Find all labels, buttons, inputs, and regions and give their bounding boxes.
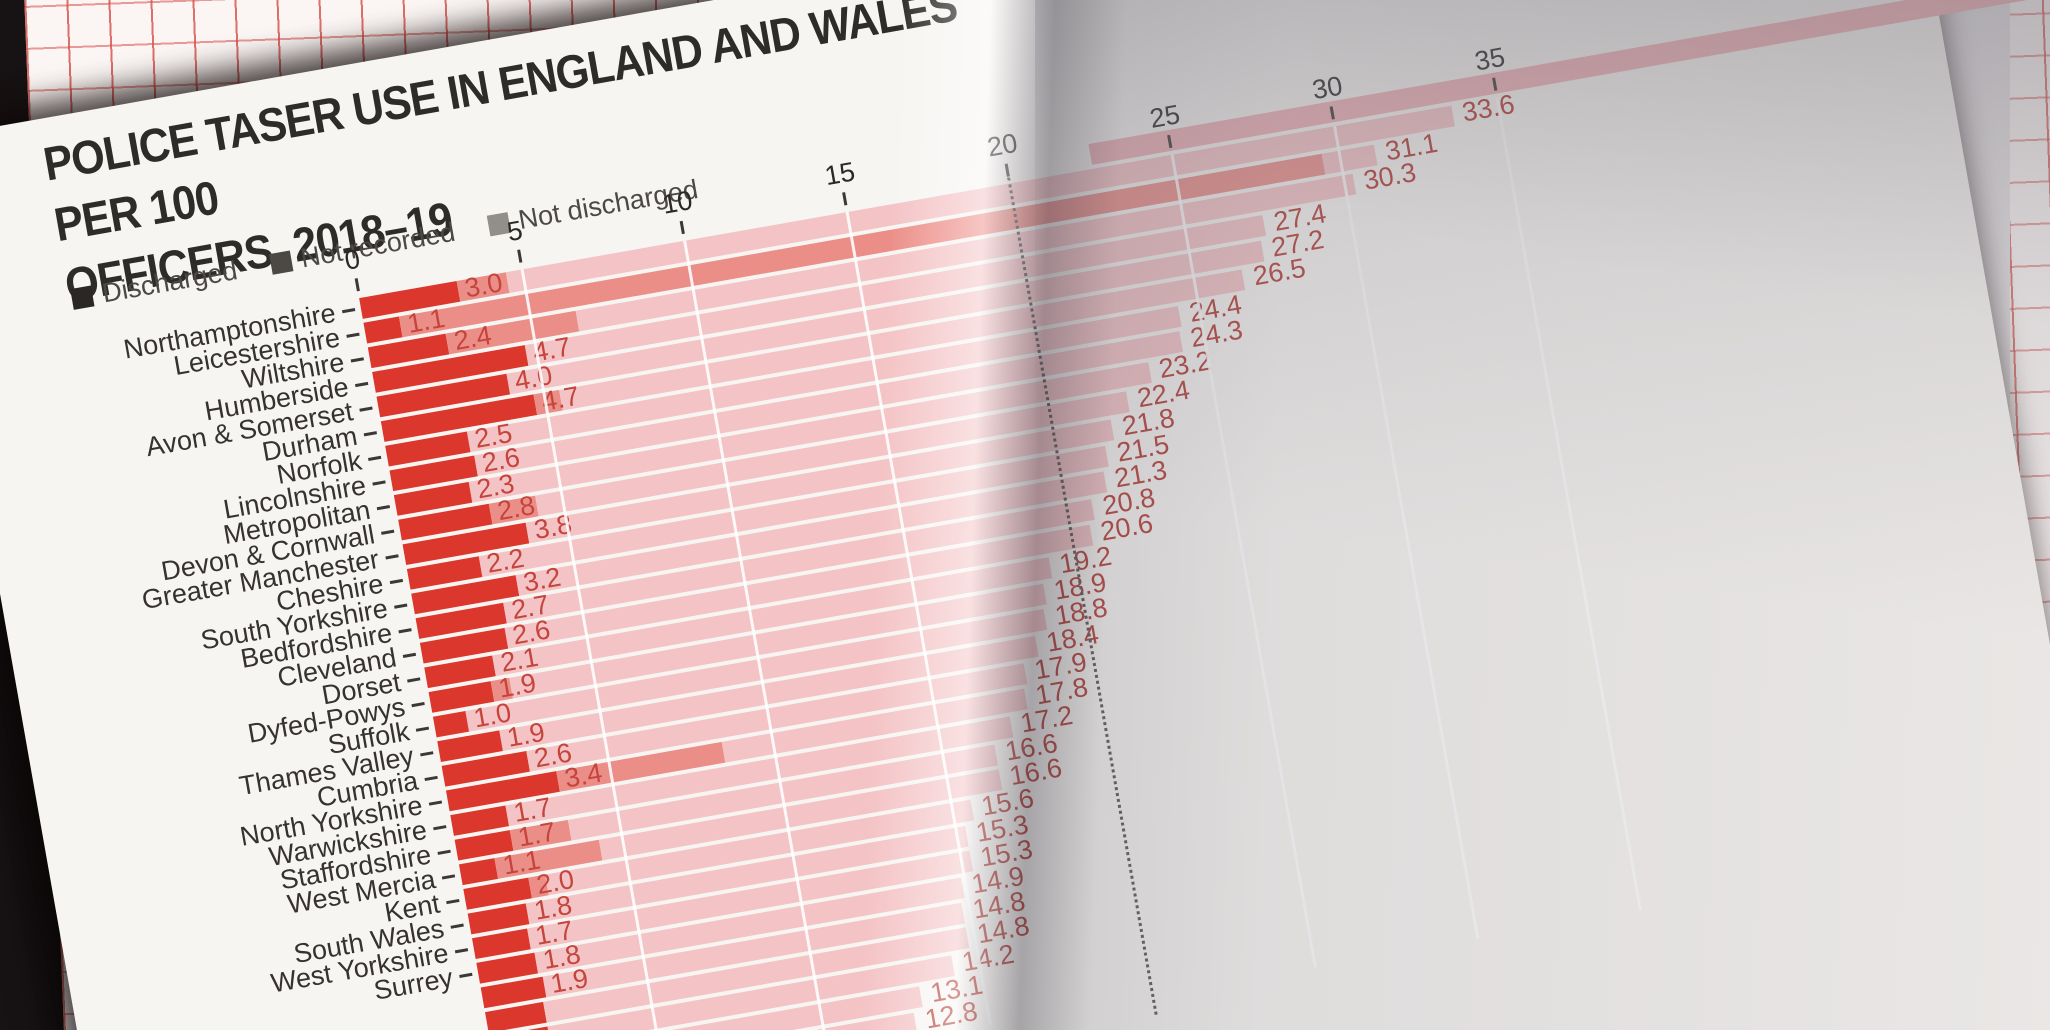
x-axis-tick-mark xyxy=(1004,163,1010,177)
bar-segment-discharged xyxy=(432,710,470,738)
y-axis-tick-mark xyxy=(437,849,451,855)
y-axis-tick-mark xyxy=(376,505,391,511)
bar-segment-discharged xyxy=(363,316,403,344)
y-axis-tick-mark xyxy=(424,775,438,782)
y-axis-tick-mark xyxy=(341,308,356,314)
y-axis-tick-mark xyxy=(402,652,417,658)
y-axis-tick-mark xyxy=(441,874,456,880)
discharged-value-label: 2.2 xyxy=(484,542,527,579)
discharged-value-label: 1.9 xyxy=(548,962,591,1000)
discharged-value-label: 1.1 xyxy=(405,302,448,339)
y-axis-tick-mark xyxy=(420,751,434,757)
x-axis-tick-mark xyxy=(842,192,848,206)
bar-chart-plot-area: 0 5 10 15 20 25 30 35 Northamptonshire 3.0 33.6 Lei… xyxy=(121,0,2050,1030)
y-axis-tick-mark xyxy=(368,455,382,461)
y-axis-tick-mark xyxy=(446,898,460,905)
y-axis-tick-mark xyxy=(398,628,412,634)
bar-segment-discharged xyxy=(458,858,499,886)
discharged-value-label: 2.4 xyxy=(451,319,494,357)
y-axis-tick-mark xyxy=(394,603,408,609)
x-axis-tick-mark xyxy=(679,220,685,235)
y-axis-tick-mark xyxy=(415,726,430,732)
x-axis-tick-mark xyxy=(354,278,360,292)
cropped-bar-band xyxy=(1088,0,2050,165)
discharged-value-label: 3.0 xyxy=(462,267,505,304)
y-axis-tick-mark xyxy=(346,332,360,338)
y-axis-tick-mark xyxy=(359,406,373,412)
y-axis-tick-mark xyxy=(433,825,447,831)
y-axis-tick-mark xyxy=(411,701,425,708)
total-value-label: 33.6 xyxy=(1459,88,1517,128)
not-recorded-swatch-icon xyxy=(268,250,294,275)
total-value-label: 12.8 xyxy=(922,995,980,1030)
x-axis-tick-mark xyxy=(517,249,523,263)
y-axis-tick-mark xyxy=(389,578,404,585)
y-axis-tick-mark xyxy=(385,554,399,560)
discharged-value-label: 2.8 xyxy=(495,490,538,527)
y-axis-tick-mark xyxy=(381,529,395,535)
y-axis-tick-mark xyxy=(428,800,443,806)
y-axis-tick-mark xyxy=(454,948,469,954)
y-axis-tick-mark xyxy=(350,357,364,363)
y-axis-tick-mark xyxy=(459,972,473,979)
discharged-swatch-icon xyxy=(70,285,95,310)
discharged-value-label: 3.4 xyxy=(562,757,605,794)
y-axis-tick-mark xyxy=(450,923,464,929)
y-axis-tick-mark xyxy=(355,381,369,388)
y-axis-tick-mark xyxy=(407,677,421,683)
y-axis-tick-mark xyxy=(372,480,386,486)
y-axis-tick-mark xyxy=(363,431,378,437)
